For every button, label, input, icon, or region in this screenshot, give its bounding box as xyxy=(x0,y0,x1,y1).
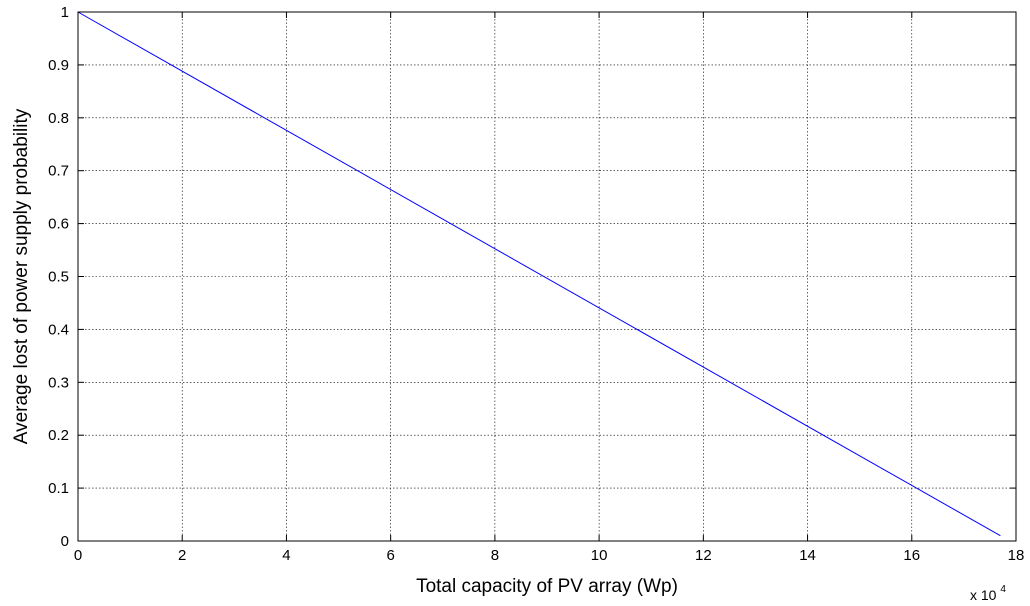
y-tick-label: 0.9 xyxy=(48,57,69,74)
x-tick-label: 0 xyxy=(74,547,82,564)
x-axis-multiplier-base: x 10 xyxy=(970,587,997,603)
x-tick-label: 14 xyxy=(799,547,816,564)
x-tick-label: 8 xyxy=(491,547,499,564)
y-tick-label: 0.4 xyxy=(48,321,69,338)
x-axis-multiplier-exponent: 4 xyxy=(1000,584,1006,595)
x-tick-label: 2 xyxy=(178,547,186,564)
x-axis-label: Total capacity of PV array (Wp) xyxy=(416,576,678,597)
y-tick-label: 0.8 xyxy=(48,110,69,127)
x-axis-multiplier: x 10 4 xyxy=(970,584,1006,603)
series-line xyxy=(77,11,1001,537)
x-tick-label: 4 xyxy=(282,547,290,564)
x-tick-label: 6 xyxy=(386,547,394,564)
y-tick-label: 0.5 xyxy=(48,269,69,286)
x-tick-label: 18 xyxy=(1008,547,1025,564)
y-tick-labels: 0 0.1 0.2 0.3 0.4 0.5 0.6 0.7 0.8 0.9 1 xyxy=(48,4,69,550)
y-tick-label: 1 xyxy=(61,4,69,21)
y-tick-label: 0.1 xyxy=(48,480,69,497)
y-tick-label: 0.2 xyxy=(48,427,69,444)
x-tick-label: 16 xyxy=(903,547,920,564)
y-tick-label: 0.7 xyxy=(48,163,69,180)
y-tick-label: 0 xyxy=(61,533,69,550)
plot-frame xyxy=(77,11,1017,542)
x-tick-label: 12 xyxy=(695,547,712,564)
x-tick-labels: 0 2 4 6 8 10 12 14 16 18 xyxy=(74,547,1025,564)
y-tick-label: 0.3 xyxy=(48,374,69,391)
grid xyxy=(78,12,1016,541)
series-group xyxy=(77,11,1001,537)
x-tick-label: 10 xyxy=(591,547,608,564)
y-tick-label: 0.6 xyxy=(48,216,69,233)
y-axis-label: Average lost of power supply probability xyxy=(11,108,32,444)
